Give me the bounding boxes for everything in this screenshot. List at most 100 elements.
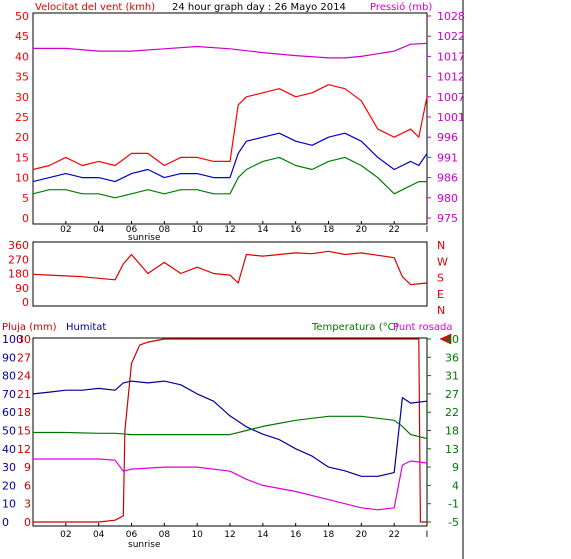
pressure-tick-label: 1017 bbox=[437, 50, 465, 63]
temperature-tick-label: 4 bbox=[452, 479, 459, 492]
wind-speed-tick-label: 45 bbox=[15, 30, 29, 43]
wind-panel-x-tick-label: 22 bbox=[388, 225, 399, 235]
rain-temp-panel-frame bbox=[32, 337, 428, 527]
wind-direction-tick-label: 180 bbox=[8, 268, 29, 281]
pressure-tick-label: 991 bbox=[437, 151, 458, 164]
wind-speed-tick-label: 15 bbox=[15, 151, 29, 164]
rain-tick-label: 24 bbox=[17, 370, 31, 383]
dewpoint-axis-title: Punt rosada bbox=[393, 322, 452, 333]
humidity-tick-label: 50 bbox=[2, 425, 16, 438]
pressure-tick-label: 975 bbox=[437, 212, 458, 225]
temperature-tick-label: 13 bbox=[445, 443, 459, 456]
wind-speed-tick-label: 20 bbox=[15, 131, 29, 144]
wind-panel-x-tick-label: 10 bbox=[191, 225, 203, 235]
rain-tick-label: 21 bbox=[17, 388, 31, 401]
compass-direction-label: W bbox=[437, 255, 448, 268]
wind-gust-line bbox=[32, 84, 428, 171]
wind-speed-tick-label: 35 bbox=[15, 71, 29, 84]
rain-temp-panel-x-tick-label: 08 bbox=[159, 530, 171, 540]
wind-speed-tick-label: 0 bbox=[22, 212, 29, 225]
temperature-tick-label: 27 bbox=[445, 388, 459, 401]
wind-direction-line bbox=[32, 250, 428, 286]
temperature-tick-label: 36 bbox=[445, 351, 459, 364]
wind-panel-x-tick-label: 02 bbox=[60, 225, 71, 235]
rain-tick-label: 9 bbox=[24, 461, 31, 474]
wind-panel-frame bbox=[32, 12, 428, 225]
temperature-tick-label: -1 bbox=[448, 498, 459, 511]
pressure-tick-label: 996 bbox=[437, 131, 458, 144]
compass-direction-label: S bbox=[437, 272, 444, 285]
rain-temp-panel-x-tick-label: 02 bbox=[60, 530, 71, 540]
rain-axis-title: Pluja (mm) bbox=[2, 322, 57, 333]
humidity-tick-label: 30 bbox=[2, 461, 16, 474]
rain-tick-label: 0 bbox=[24, 516, 31, 529]
temperature-line bbox=[33, 415, 428, 440]
pressure-line bbox=[33, 42, 428, 59]
temperature-tick-label: 9 bbox=[452, 461, 459, 474]
wind-speed-tick-label: 40 bbox=[15, 50, 29, 63]
rain-temp-panel-x-tick-label: 22 bbox=[388, 530, 399, 540]
wind-panel-x-end-label: I bbox=[426, 225, 429, 235]
current-temp-marker-icon bbox=[439, 333, 452, 345]
rain-temp-panel-x-tick-label: 20 bbox=[356, 530, 368, 540]
pressure-tick-label: 986 bbox=[437, 172, 458, 185]
rain-tick-label: 27 bbox=[17, 351, 31, 364]
chart-main-title: 24 hour graph day : 26 Mayo 2014 bbox=[172, 2, 346, 13]
wind-direction-tick-label: 270 bbox=[8, 253, 29, 266]
wind-panel-x-tick-label: 20 bbox=[356, 225, 368, 235]
humidity-tick-label: 100 bbox=[2, 333, 23, 346]
temperature-tick-label: 40 bbox=[445, 333, 459, 346]
rain-temp-panel-x-tick-label: 16 bbox=[290, 530, 302, 540]
rain-temp-panel-x-end-label: I bbox=[426, 530, 429, 540]
compass-direction-label: N bbox=[437, 304, 445, 317]
pressure-tick-label: 1022 bbox=[437, 30, 465, 43]
wind-speed-tick-label: 30 bbox=[15, 91, 29, 104]
humidity-tick-label: 20 bbox=[2, 479, 16, 492]
wind-panel-x-tick-label: 16 bbox=[290, 225, 302, 235]
compass-direction-label: N bbox=[437, 239, 445, 252]
humidity-tick-label: 40 bbox=[2, 443, 16, 456]
pressure-tick-label: 980 bbox=[437, 192, 458, 205]
humidity-tick-label: 10 bbox=[2, 498, 16, 511]
temperature-tick-label: 31 bbox=[445, 370, 459, 383]
sunrise-label-top: sunrise bbox=[128, 233, 161, 243]
wind-panel-x-tick-label: 08 bbox=[159, 225, 171, 235]
rain-tick-label: 30 bbox=[17, 333, 31, 346]
dewpoint-line bbox=[33, 458, 428, 511]
wind-speed-tick-label: 10 bbox=[15, 172, 29, 185]
rain-tick-label: 18 bbox=[17, 406, 31, 419]
rain-tick-label: 12 bbox=[17, 443, 31, 456]
wind-panel-x-tick-label: 06 bbox=[126, 225, 138, 235]
pressure-tick-label: 1028 bbox=[437, 10, 465, 23]
pressure-tick-label: 1012 bbox=[437, 71, 465, 84]
humidity-tick-label: 90 bbox=[2, 351, 16, 364]
rain-temp-panel-x-tick-label: 12 bbox=[224, 530, 235, 540]
pressure-tick-label: 1007 bbox=[437, 91, 465, 104]
wind-direction-tick-label: 90 bbox=[15, 282, 29, 295]
wind-panel-x-tick-label: 14 bbox=[257, 225, 269, 235]
humidity-axis-title: Humitat bbox=[66, 322, 106, 333]
temperature-tick-label: 18 bbox=[445, 425, 459, 438]
wind-panel-x-tick-label: 18 bbox=[323, 225, 335, 235]
rain-temp-panel-x-tick-label: 06 bbox=[126, 530, 138, 540]
wind-direction-tick-label: 360 bbox=[8, 239, 29, 252]
wind-avg-line bbox=[32, 132, 428, 183]
rain-tick-label: 15 bbox=[17, 425, 31, 438]
temperature-tick-label: 22 bbox=[445, 406, 459, 419]
humidity-tick-label: 60 bbox=[2, 406, 16, 419]
wind-min-line bbox=[32, 156, 427, 199]
humidity-tick-label: 80 bbox=[2, 370, 16, 383]
humidity-line bbox=[32, 380, 428, 477]
temperature-tick-label: -5 bbox=[448, 516, 459, 529]
rain-temp-panel-x-tick-label: 04 bbox=[93, 530, 105, 540]
direction-panel-frame bbox=[32, 241, 428, 307]
rain-tick-label: 3 bbox=[24, 498, 31, 511]
wind-panel-x-tick-label: 12 bbox=[224, 225, 235, 235]
humidity-tick-label: 70 bbox=[2, 388, 16, 401]
wind-speed-tick-label: 5 bbox=[22, 192, 29, 205]
wind-speed-axis-title: Velocitat del vent (kmh) bbox=[35, 2, 155, 13]
wind-panel-x-tick-label: 04 bbox=[93, 225, 105, 235]
wind-direction-tick-label: 0 bbox=[22, 296, 29, 309]
pressure-tick-label: 1001 bbox=[437, 111, 465, 124]
